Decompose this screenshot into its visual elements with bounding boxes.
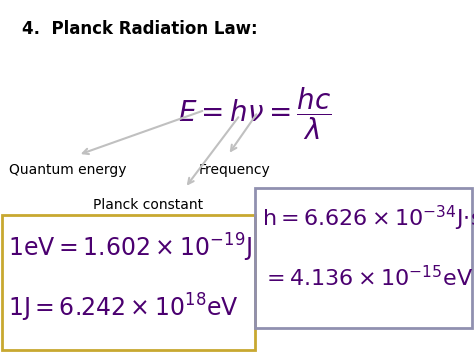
Text: $E = h\nu = \dfrac{hc}{\lambda}$: $E = h\nu = \dfrac{hc}{\lambda}$ — [178, 85, 332, 142]
Text: Planck constant: Planck constant — [93, 198, 203, 212]
Text: $= 4.136\times10^{-15}\mathrm{eV{\cdot}s}$: $= 4.136\times10^{-15}\mathrm{eV{\cdot}s… — [262, 266, 474, 291]
Text: $\mathrm{h} = 6.626\times10^{-34}\mathrm{J{\cdot}s}$: $\mathrm{h} = 6.626\times10^{-34}\mathrm… — [262, 203, 474, 233]
Text: $1\mathrm{J} = 6.242\times10^{18}\mathrm{eV}$: $1\mathrm{J} = 6.242\times10^{18}\mathrm… — [8, 292, 239, 324]
Text: 4.  Planck Radiation Law:: 4. Planck Radiation Law: — [22, 20, 258, 38]
Text: Frequency: Frequency — [199, 163, 271, 177]
Bar — [255, 188, 472, 328]
Text: Quantum energy: Quantum energy — [9, 163, 127, 177]
Bar — [2, 215, 255, 350]
Text: $1\mathrm{eV} = 1.602\times10^{-19}\mathrm{J}$: $1\mathrm{eV} = 1.602\times10^{-19}\math… — [8, 232, 252, 264]
